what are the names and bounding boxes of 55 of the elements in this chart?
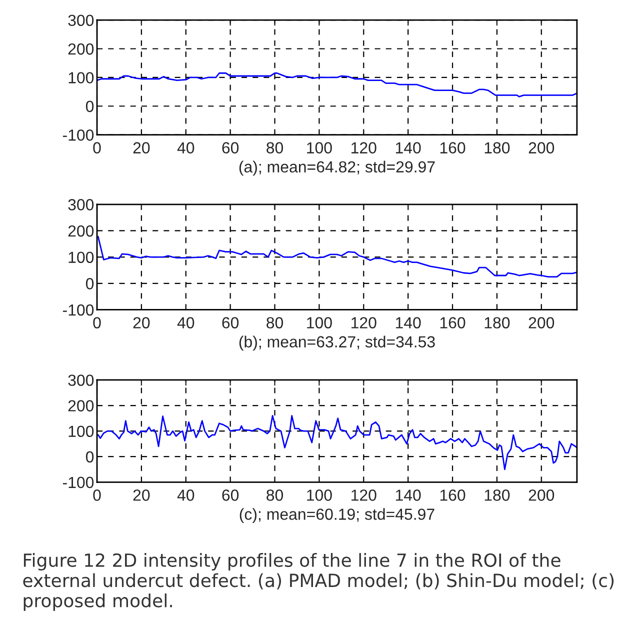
x-tick-label: 20 (133, 317, 150, 328)
y-tick-label: 300 (68, 199, 94, 210)
x-tick-label: 80 (266, 490, 284, 501)
x-tick-label: 160 (440, 490, 466, 501)
y-tick-label: 100 (68, 426, 94, 438)
x-tick-label: 140 (396, 490, 421, 501)
x-tick-label: 0 (93, 490, 101, 501)
x-tick-label: 200 (528, 317, 554, 328)
x-tick-label: 100 (307, 142, 332, 154)
x-tick-label: 60 (222, 490, 239, 501)
x-axis-title: (a); mean=64.82; std=29.97 (239, 160, 435, 176)
x-tick-label: 100 (307, 490, 332, 501)
y-tick-label: -100 (62, 129, 94, 141)
x-tick-label: 180 (484, 142, 510, 154)
x-tick-label: 80 (266, 142, 284, 154)
y-tick-label: 100 (68, 252, 94, 264)
x-tick-label: 0 (93, 317, 101, 328)
y-tick-label: 0 (86, 451, 94, 463)
x-tick-label: 200 (528, 142, 554, 154)
x-tick-label: 120 (352, 317, 376, 328)
x-tick-label: 160 (440, 317, 466, 328)
x-axis-title: (c); mean=60.19; std=45.97 (240, 508, 434, 524)
x-tick-label: 100 (307, 317, 332, 328)
x-tick-label: 40 (177, 490, 194, 501)
x-tick-label: 160 (440, 142, 466, 154)
y-tick-label: 200 (68, 43, 94, 55)
x-axis-title: (b); mean=63.27; std=34.53 (239, 336, 435, 351)
y-tick-label: -100 (62, 304, 94, 316)
caption: Figure 12 2D intensity profiles of the line 7 in the ROI of the external undercut defect. (a) PMAD model; (b) Shin-Du model; (c) proposed model. (23, 553, 614, 611)
y-tick-label: -100 (62, 476, 94, 488)
y-tick-label: 100 (68, 72, 94, 84)
y-tick-label: 0 (86, 100, 94, 112)
x-tick-label: 60 (222, 142, 239, 154)
line-series (97, 415, 577, 470)
x-tick-label: 80 (266, 317, 284, 328)
x-tick-label: 180 (484, 490, 510, 501)
x-tick-label: 60 (222, 317, 239, 328)
x-tick-label: 180 (484, 317, 510, 328)
y-tick-label: 200 (68, 400, 94, 412)
x-tick-label: 20 (133, 142, 150, 154)
y-tick-label: 200 (68, 225, 94, 237)
x-tick-label: 200 (528, 490, 554, 501)
x-tick-label: 40 (177, 317, 194, 328)
x-tick-label: 120 (352, 142, 376, 154)
x-tick-label: 120 (352, 490, 376, 501)
x-tick-label: 40 (177, 142, 194, 154)
y-tick-label: 300 (68, 14, 94, 26)
x-tick-label: 140 (396, 317, 421, 328)
x-tick-label: 140 (396, 142, 421, 154)
line-series (97, 72, 577, 98)
y-tick-label: 0 (86, 278, 94, 290)
x-tick-label: 20 (133, 490, 150, 501)
line-series (97, 236, 577, 278)
x-tick-label: 0 (93, 142, 101, 154)
y-tick-label: 300 (68, 374, 94, 386)
